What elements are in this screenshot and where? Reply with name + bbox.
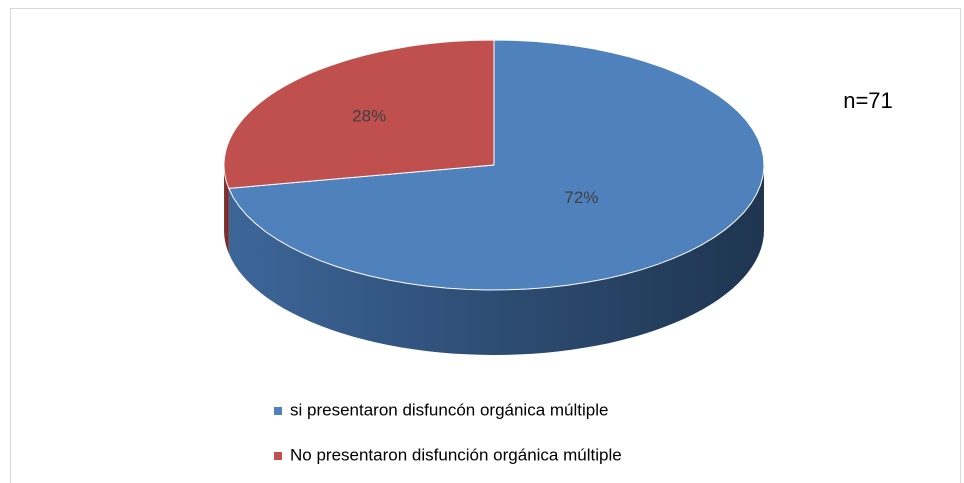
legend-swatch xyxy=(274,407,282,415)
legend-label: si presentaron disfuncón orgánica múltip… xyxy=(290,400,608,419)
legend-swatch xyxy=(274,452,282,460)
pie-side xyxy=(224,165,229,254)
annotation: n=71 xyxy=(843,88,893,113)
legend-label: No presentaron disfunción orgánica múlti… xyxy=(290,445,622,464)
pie-slice xyxy=(228,39,765,291)
data-label: 28% xyxy=(352,107,386,126)
chart-border xyxy=(10,8,961,483)
pie-side xyxy=(228,165,765,355)
pie-slice xyxy=(223,39,495,189)
data-label: 72% xyxy=(564,188,598,207)
